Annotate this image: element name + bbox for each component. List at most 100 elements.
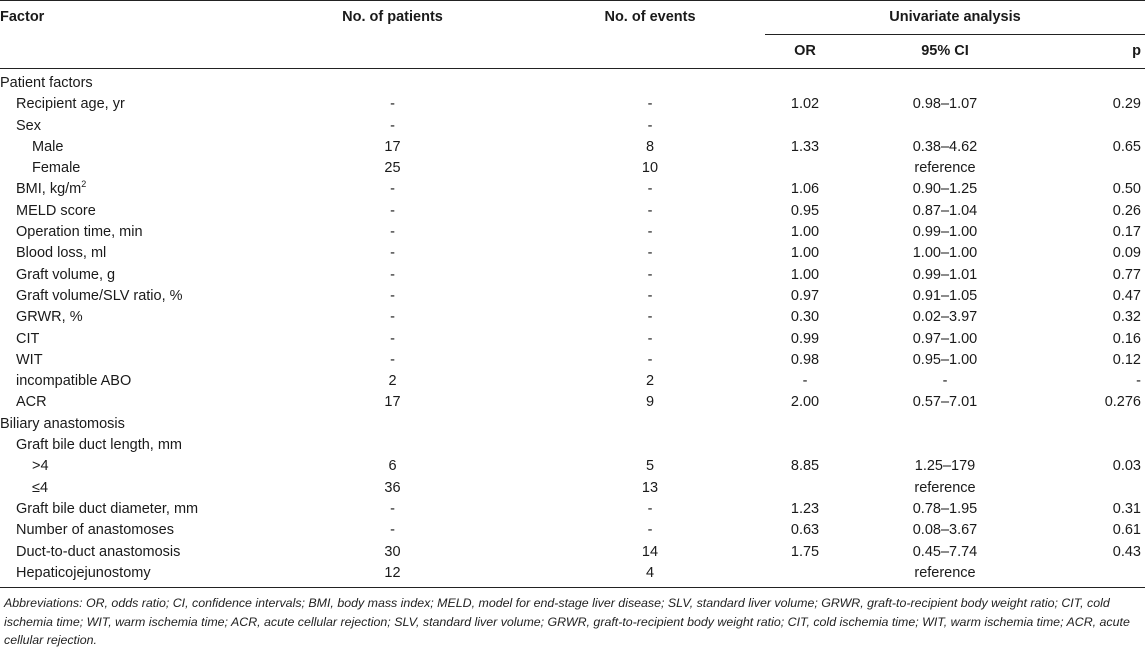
p-cell: 0.50 bbox=[1045, 179, 1145, 200]
ci-cell-text: 0.90–1.25 bbox=[912, 181, 978, 198]
header-row-1: Factor No. of patients No. of events Uni… bbox=[0, 0, 1145, 35]
table-footnote: Abbreviations: OR, odds ratio; CI, confi… bbox=[4, 596, 1130, 648]
or-cell-text: 0.95 bbox=[790, 202, 820, 219]
patients-cell: - bbox=[250, 307, 535, 328]
p-cell-text: 0.61 bbox=[1112, 522, 1141, 539]
p-cell-text: 0.65 bbox=[1112, 138, 1141, 155]
p-cell-text: 0.09 bbox=[1112, 245, 1141, 262]
factor-cell: Hepaticojejunostomy bbox=[0, 562, 250, 589]
p-cell bbox=[1045, 435, 1145, 456]
or-cell: 1.00 bbox=[765, 265, 845, 286]
events-cell-text: - bbox=[647, 181, 653, 198]
events-cell-text: - bbox=[647, 351, 653, 368]
table-row: incompatible ABO 2 2 - - - bbox=[0, 371, 1145, 392]
p-cell: 0.09 bbox=[1045, 243, 1145, 264]
ci-cell-text: 0.45–7.74 bbox=[912, 543, 978, 560]
ci-cell-text: 1.25–179 bbox=[914, 458, 976, 475]
ci-cell: 0.45–7.74 bbox=[845, 542, 1045, 563]
table-row: GRWR, % - - 0.30 0.02–3.97 0.32 bbox=[0, 307, 1145, 328]
events-cell-text: 13 bbox=[641, 479, 659, 496]
or-cell: 1.00 bbox=[765, 243, 845, 264]
p-cell bbox=[1045, 116, 1145, 137]
header-events: No. of events bbox=[535, 0, 765, 35]
ci-cell-text: 0.02–3.97 bbox=[912, 309, 978, 326]
patients-cell-text: - bbox=[390, 181, 395, 198]
p-cell bbox=[1045, 414, 1145, 435]
or-cell: 1.06 bbox=[765, 179, 845, 200]
or-cell-text: 1.23 bbox=[790, 500, 820, 517]
ci-cell: reference bbox=[845, 562, 1045, 589]
or-cell-text: 1.00 bbox=[790, 224, 820, 241]
factor-cell: Number of anastomoses bbox=[0, 520, 250, 541]
patients-cell-text: - bbox=[390, 309, 395, 326]
or-cell-text: 1.06 bbox=[790, 181, 820, 198]
factor-cell-text: Patient factors bbox=[0, 75, 93, 91]
ci-cell-text: 1.00–1.00 bbox=[912, 245, 978, 262]
or-cell: 0.98 bbox=[765, 350, 845, 371]
or-cell bbox=[765, 414, 845, 435]
ci-cell-text: reference bbox=[914, 160, 976, 177]
patients-cell-text: 30 bbox=[384, 543, 401, 560]
factor-cell-text: Graft volume/SLV ratio, % bbox=[16, 287, 183, 304]
factor-cell-text: BMI, kg/m bbox=[16, 181, 82, 198]
table-row: WIT - - 0.98 0.95–1.00 0.12 bbox=[0, 350, 1145, 371]
p-cell: 0.77 bbox=[1045, 265, 1145, 286]
patients-cell: - bbox=[250, 201, 535, 222]
ci-cell: 0.08–3.67 bbox=[845, 520, 1045, 541]
p-cell bbox=[1045, 562, 1145, 589]
or-cell bbox=[765, 478, 845, 499]
factor-cell-text: WIT bbox=[16, 351, 43, 368]
or-cell-text: 1.00 bbox=[790, 266, 820, 283]
factor-cell-text: Recipient age, yr bbox=[16, 96, 125, 113]
ci-cell: 0.02–3.97 bbox=[845, 307, 1045, 328]
ci-cell-text: 0.87–1.04 bbox=[912, 202, 978, 219]
factor-cell-text: Blood loss, ml bbox=[16, 245, 107, 262]
events-cell: 13 bbox=[535, 478, 765, 499]
factor-cell-text: Duct-to-duct anastomosis bbox=[16, 543, 181, 560]
patients-cell: - bbox=[250, 350, 535, 371]
events-cell: - bbox=[535, 329, 765, 350]
patients-cell: - bbox=[250, 222, 535, 243]
patients-cell: 17 bbox=[250, 137, 535, 158]
p-cell: 0.12 bbox=[1045, 350, 1145, 371]
events-cell: 4 bbox=[535, 562, 765, 589]
events-cell-text: 4 bbox=[645, 564, 655, 581]
ci-cell: 0.95–1.00 bbox=[845, 350, 1045, 371]
ci-cell bbox=[845, 116, 1045, 137]
header-or: OR bbox=[765, 34, 845, 69]
patients-cell: - bbox=[250, 94, 535, 115]
table-row: Patient factors bbox=[0, 69, 1145, 95]
ci-cell-text: reference bbox=[914, 479, 976, 496]
patients-cell: - bbox=[250, 520, 535, 541]
patients-cell: 25 bbox=[250, 158, 535, 179]
factor-cell: WIT bbox=[0, 350, 250, 371]
table-row: BMI, kg/m2 - - 1.06 0.90–1.25 0.50 bbox=[0, 179, 1145, 200]
factor-cell-text: Graft bile duct diameter, mm bbox=[16, 500, 199, 517]
table-row: MELD score - - 0.95 0.87–1.04 0.26 bbox=[0, 201, 1145, 222]
or-cell: 0.95 bbox=[765, 201, 845, 222]
table-row: Biliary anastomosis bbox=[0, 414, 1145, 435]
p-cell-text: 0.31 bbox=[1112, 500, 1141, 517]
patients-cell-text: 12 bbox=[384, 564, 401, 581]
ci-cell-text: 0.95–1.00 bbox=[912, 351, 978, 368]
ci-cell bbox=[845, 435, 1045, 456]
patients-cell-text: - bbox=[390, 96, 395, 113]
table-row: Graft bile duct length, mm bbox=[0, 435, 1145, 456]
patients-cell bbox=[250, 435, 535, 456]
p-cell: 0.276 bbox=[1045, 392, 1145, 413]
p-cell: 0.16 bbox=[1045, 329, 1145, 350]
factor-cell: CIT bbox=[0, 329, 250, 350]
patients-cell: 36 bbox=[250, 478, 535, 499]
events-cell: 10 bbox=[535, 158, 765, 179]
events-cell: 2 bbox=[535, 371, 765, 392]
or-cell: - bbox=[765, 371, 845, 392]
ci-cell: 0.87–1.04 bbox=[845, 201, 1045, 222]
ci-cell: reference bbox=[845, 478, 1045, 499]
events-cell: - bbox=[535, 201, 765, 222]
header-factor: Factor bbox=[0, 0, 250, 35]
events-cell: - bbox=[535, 265, 765, 286]
or-cell: 0.30 bbox=[765, 307, 845, 328]
or-cell-text: 1.02 bbox=[790, 96, 820, 113]
events-cell-text: 5 bbox=[645, 458, 655, 475]
